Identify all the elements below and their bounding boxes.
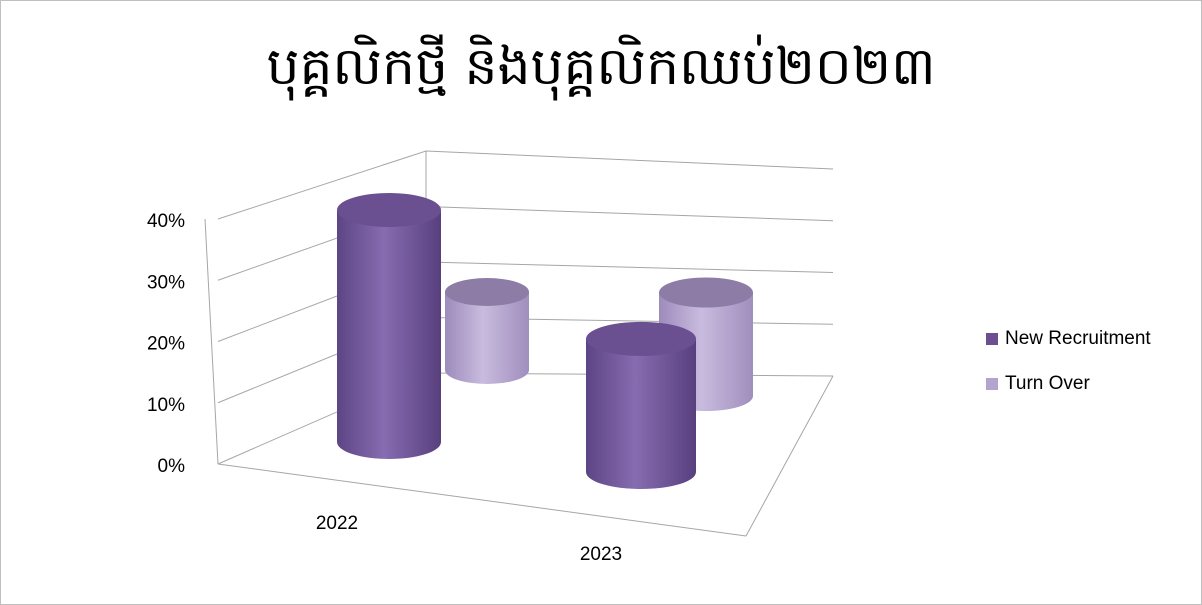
cylinder-top	[586, 321, 696, 356]
cylinder-body	[337, 210, 441, 459]
x-tick-label-2023: 2023	[580, 544, 622, 565]
legend-item-new-recruitment: New Recruitment	[986, 327, 1151, 351]
chart-title: បុគ្គលិកថ្មី និងបុគ្គលិកឈប់២០២៣	[266, 37, 936, 97]
y-tick-label-4: 40%	[147, 211, 185, 232]
y-tick-label-1: 10%	[147, 395, 185, 416]
floor-front-edge	[217, 463, 747, 537]
legend-label-turn-over: Turn Over	[1005, 373, 1090, 394]
cylinder-body	[586, 338, 696, 489]
y-tick-label-0: 0%	[158, 456, 186, 477]
cylinder-top	[659, 277, 753, 308]
legend-label-new-recruitment: New Recruitment	[1005, 328, 1151, 349]
legend-swatch-turn-over	[986, 378, 998, 390]
y-tick-label-2: 20%	[147, 334, 185, 355]
floor-right-edge	[745, 375, 834, 537]
gridline-3	[217, 205, 834, 281]
bar-new-recruitment-2022	[337, 193, 441, 459]
left-wall-front-edge	[204, 218, 219, 465]
legend-item-turn-over: Turn Over	[986, 372, 1151, 396]
legend-swatch-new-recruitment	[986, 333, 998, 345]
y-tick-label-3: 30%	[147, 272, 185, 293]
cylinder-top	[337, 193, 441, 227]
x-tick-label-2022: 2022	[316, 513, 358, 534]
legend: New Recruitment Turn Over	[986, 327, 1151, 417]
gridline-4	[217, 150, 834, 220]
cylinder-body	[445, 292, 529, 384]
cylinder-top	[445, 278, 529, 306]
bar-new-recruitment-2023	[586, 321, 696, 489]
bar-turn-over-2022	[445, 278, 529, 384]
